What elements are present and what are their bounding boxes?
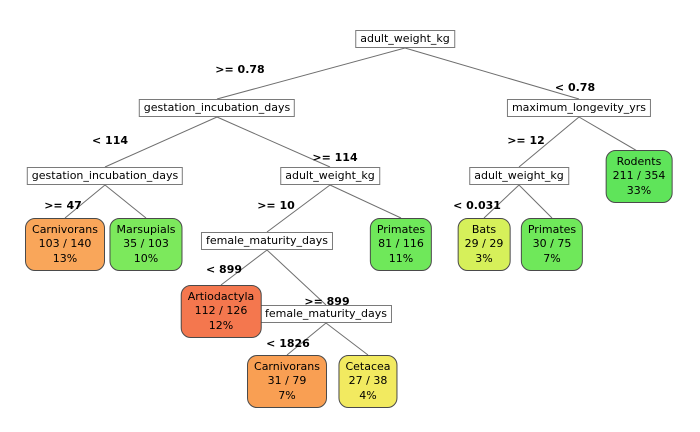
leaf-pct: 3%	[475, 251, 493, 265]
leaf-count: 35 / 103	[123, 237, 169, 251]
leaf-name: Primates	[527, 223, 577, 236]
edge-label-ge-47: >= 47	[44, 199, 82, 212]
edge-awright-left	[483, 184, 520, 219]
edge-label-lt-0-78: < 0.78	[554, 81, 596, 94]
edge-root-right	[404, 47, 580, 100]
leaf-count: 30 / 75	[532, 237, 572, 251]
leaf-count: 211 / 354	[612, 169, 666, 183]
node-female-maturity-days-2: female_maturity_days	[259, 305, 393, 323]
leaf-count: 27 / 38	[348, 374, 388, 388]
edge-gest2-left	[64, 184, 106, 219]
leaf-count: 81 / 116	[378, 237, 424, 251]
edge-label-ge-0-78: >= 0.78	[215, 63, 265, 76]
leaf-count: 112 / 126	[194, 304, 248, 318]
edge-label-lt-0-031: < 0.031	[453, 199, 501, 212]
node-gestation-incubation-days-1: gestation_incubation_days	[138, 99, 296, 117]
node-adult-weight-right: adult_weight_kg	[469, 167, 569, 185]
leaf-name: Artiodactyla	[187, 290, 255, 303]
edge-fm2-right	[325, 322, 369, 356]
leaf-bats: Bats 29 / 29 3%	[457, 218, 511, 271]
edge-maxlong-right	[578, 116, 640, 153]
leaf-count: 31 / 79	[267, 374, 307, 388]
leaf-pct: 11%	[388, 251, 414, 265]
node-root-adult-weight: adult_weight_kg	[355, 30, 455, 48]
leaf-primates-1: Primates 81 / 116 11%	[369, 218, 433, 271]
edge-label-ge-114: >= 114	[312, 151, 358, 164]
leaf-primates-2: Primates 30 / 75 7%	[520, 218, 584, 271]
edge-label-ge-10: >= 10	[257, 199, 295, 212]
node-gestation-incubation-days-2: gestation_incubation_days	[26, 167, 184, 185]
edge-label-lt-1826: < 1826	[266, 337, 310, 350]
leaf-name: Primates	[376, 223, 426, 236]
edge-gest1-right	[216, 116, 331, 168]
leaf-pct: 33%	[626, 183, 652, 197]
leaf-name: Carnivorans	[254, 360, 320, 373]
edge-gest2-right	[104, 184, 147, 219]
edge-awright-right	[518, 184, 553, 219]
edge-fm1-left	[220, 249, 268, 286]
leaf-name: Rodents	[616, 155, 662, 168]
leaf-artiodactyla: Artiodactyla 112 / 126 12%	[180, 285, 262, 338]
edge-label-ge-899: >= 899	[304, 295, 350, 308]
node-female-maturity-days-1: female_maturity_days	[200, 232, 334, 250]
leaf-pct: 10%	[133, 251, 159, 265]
leaf-carnivorans-2: Carnivorans 31 / 79 7%	[247, 355, 327, 408]
edge-label-ge-12: >= 12	[507, 134, 545, 147]
leaf-pct: 12%	[208, 318, 234, 332]
leaf-marsupials: Marsupials 35 / 103 10%	[109, 218, 183, 271]
leaf-name: Carnivorans	[32, 223, 98, 236]
edge-fm1-right	[266, 249, 327, 306]
edge-label-lt-114: < 114	[91, 134, 129, 147]
leaf-pct: 7%	[543, 251, 561, 265]
node-maximum-longevity-yrs: maximum_longevity_yrs	[506, 99, 652, 117]
leaf-count: 29 / 29	[464, 237, 504, 251]
leaf-pct: 7%	[278, 388, 296, 402]
edge-label-lt-899: < 899	[205, 263, 243, 276]
leaf-cetacea: Cetacea 27 / 38 4%	[338, 355, 398, 408]
leaf-rodents: Rodents 211 / 354 33%	[605, 150, 673, 203]
leaf-name: Cetacea	[345, 360, 391, 373]
leaf-count: 103 / 140	[38, 237, 92, 251]
leaf-pct: 13%	[52, 251, 78, 265]
edge-awmid-left	[266, 184, 331, 233]
node-adult-weight-mid: adult_weight_kg	[280, 167, 380, 185]
leaf-name: Marsupials	[116, 223, 176, 236]
leaf-carnivorans-1: Carnivorans 103 / 140 13%	[25, 218, 105, 271]
edge-awmid-right	[329, 184, 402, 219]
edge-fm2-left	[286, 322, 327, 356]
leaf-name: Bats	[471, 223, 497, 236]
edge-root-left	[216, 47, 406, 100]
leaf-pct: 4%	[359, 388, 377, 402]
edge-gest1-left	[104, 116, 218, 168]
edge-maxlong-left	[518, 116, 580, 168]
